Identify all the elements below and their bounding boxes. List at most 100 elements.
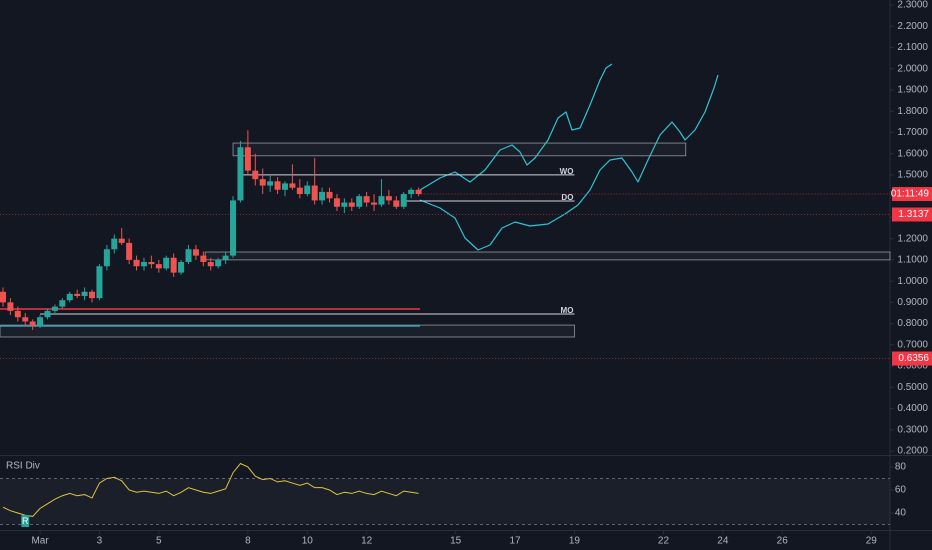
candle-body (326, 191, 333, 199)
candle-body (140, 262, 147, 267)
candle-body (408, 189, 415, 195)
candle-body (333, 198, 340, 207)
y-tick-label: 1.8000 (897, 106, 928, 117)
y-tick-label: 0.6000 (897, 361, 928, 372)
y-tick-label: 0.9000 (897, 297, 928, 308)
projection-path (419, 74, 719, 251)
candle-body (415, 189, 422, 195)
x-tick-label: 24 (717, 536, 729, 547)
candle-body (96, 266, 103, 299)
x-tick-label: 17 (509, 536, 521, 547)
candle-body (111, 238, 118, 250)
candle-body (400, 194, 407, 207)
candle-body (222, 255, 229, 260)
candle-body (385, 196, 392, 201)
rsi-tick-label: 80 (895, 462, 907, 473)
candle-body (0, 291, 6, 303)
candle-body (155, 264, 162, 269)
countdown-box (892, 187, 932, 202)
candle-body (74, 293, 81, 296)
y-tick-label: 2.3000 (897, 0, 928, 11)
rsi-tick-label: 60 (895, 485, 907, 496)
x-tick-label: 10 (302, 536, 314, 547)
candle-body (281, 183, 288, 190)
candle-body (178, 262, 185, 273)
candle-body (200, 255, 207, 263)
price-label: 1.3137 (898, 209, 929, 220)
candle-body (296, 187, 303, 195)
candle-body (148, 262, 155, 265)
y-tick-label: 2.2000 (897, 21, 928, 32)
y-tick-label: 1.6000 (897, 148, 928, 159)
candle-body (51, 306, 58, 311)
rsi-marker: R (22, 516, 29, 526)
candle-body (81, 291, 88, 296)
candle-body (66, 293, 73, 301)
candle-body (378, 196, 385, 205)
x-tick-label: 5 (156, 536, 162, 547)
y-tick-label: 1.9000 (897, 85, 928, 96)
x-tick-label: 15 (450, 536, 462, 547)
rsi-line (2, 462, 419, 517)
level-label: DO (561, 193, 573, 202)
y-tick-label: 1.7000 (897, 127, 928, 138)
indicator-title: RSI Div (6, 461, 40, 472)
candle-body (89, 291, 96, 299)
candle-body (274, 181, 281, 190)
candle-body (304, 185, 311, 195)
candle-body (341, 202, 348, 207)
y-tick-label: 2.1000 (897, 42, 928, 53)
candle-body (29, 321, 36, 326)
zone (204, 251, 891, 261)
candle-body (14, 310, 21, 318)
candle-body (289, 183, 296, 188)
candle-body (118, 238, 125, 243)
projection-path (419, 63, 613, 191)
y-tick-label: 0.7000 (897, 339, 928, 350)
level-label: WO (560, 167, 574, 176)
y-tick-label: 1.2000 (897, 233, 928, 244)
candle-body (170, 257, 177, 273)
zone (0, 324, 575, 338)
y-tick-label: 1.0000 (897, 276, 928, 287)
x-tick-label: 12 (361, 536, 373, 547)
candle-body (371, 202, 378, 205)
price-label-box (892, 207, 932, 222)
candle-body (252, 170, 259, 180)
zone (232, 142, 687, 157)
candle-body (237, 147, 244, 201)
y-tick-label: 1.5000 (897, 170, 928, 181)
price-label-box (892, 351, 932, 366)
y-tick-label: 0.4000 (897, 403, 928, 414)
x-tick-label: 19 (569, 536, 581, 547)
y-tick-label: 0.5000 (897, 382, 928, 393)
candle-body (37, 317, 44, 326)
candle-body (259, 179, 266, 186)
price-label: 0.6356 (898, 353, 929, 364)
y-tick-label: 1.1000 (897, 255, 928, 266)
countdown: 01:11:49 (891, 189, 930, 200)
candle-body (393, 200, 400, 207)
candle-body (163, 257, 170, 269)
x-tick-label: 26 (777, 536, 789, 547)
candle-body (267, 181, 274, 186)
candle-body (133, 259, 140, 267)
y-tick-label: 0.2000 (897, 446, 928, 457)
candle-body (7, 302, 14, 311)
candle-body (215, 259, 222, 267)
x-tick-label: 29 (866, 536, 878, 547)
candle-body (363, 196, 370, 203)
candle-body (192, 249, 199, 256)
candle-body (356, 196, 363, 207)
rsi-marker-box (21, 515, 30, 527)
candle-body (44, 310, 51, 318)
candle-body (207, 262, 214, 267)
candle-body (103, 249, 110, 267)
rsi-band-fill (0, 478, 890, 525)
rsi-tick-label: 40 (895, 508, 907, 519)
candle-body (126, 242, 133, 260)
x-tick-label: 22 (658, 536, 670, 547)
